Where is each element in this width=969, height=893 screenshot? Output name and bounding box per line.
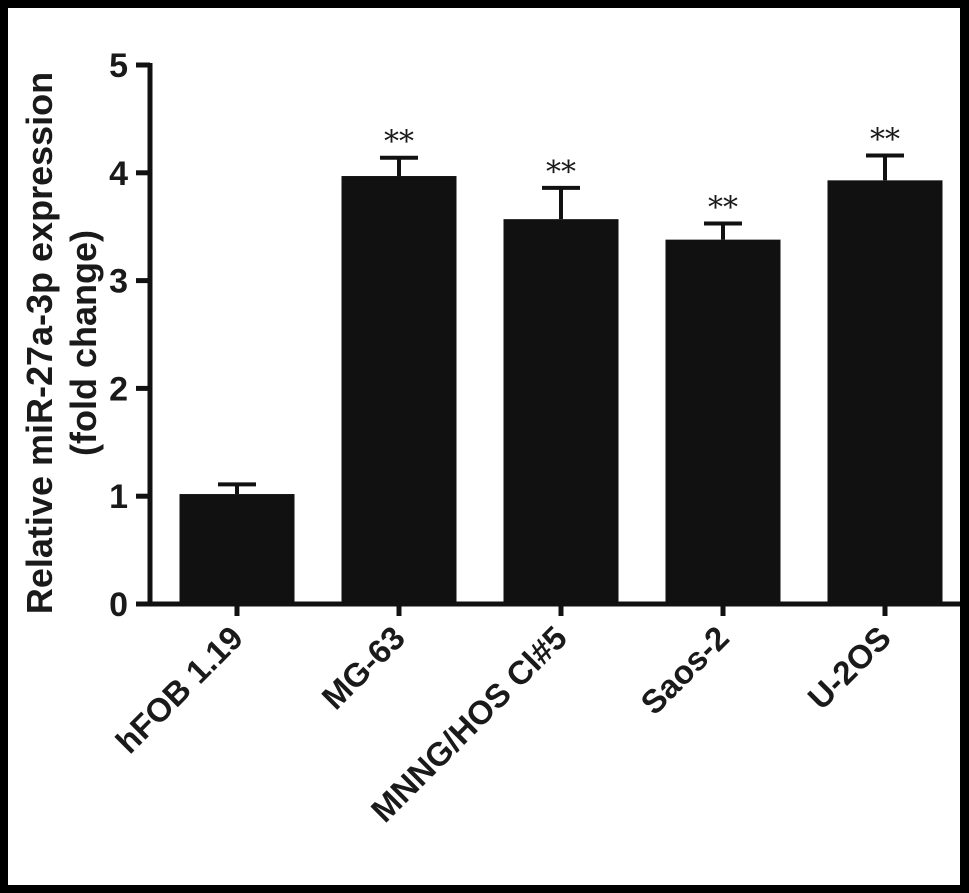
y-tick-label: 5 (109, 47, 128, 85)
x-tick-label: U-2OS (800, 619, 897, 716)
y-tick-label: 0 (109, 586, 128, 624)
x-tick-label: MG-63 (314, 619, 411, 716)
bar (827, 180, 943, 604)
chart-panel: Relative miR-27a-3p expression (fold cha… (8, 8, 960, 885)
bar (341, 176, 457, 604)
y-tick-label: 1 (109, 478, 128, 516)
bar (179, 494, 295, 604)
x-tick-label: hFOB 1.19 (108, 619, 250, 761)
y-axis-title-line1: Relative miR-27a-3p expression (19, 72, 60, 614)
y-axis-title: Relative miR-27a-3p expression (fold cha… (19, 72, 104, 614)
y-tick-label: 3 (109, 263, 128, 301)
y-axis-title-line2: (fold change) (63, 230, 104, 456)
bar-chart: Relative miR-27a-3p expression (fold cha… (19, 47, 960, 829)
y-tick-label: 4 (109, 155, 128, 193)
y-tick-label: 2 (109, 370, 128, 408)
significance-marker: ** (870, 123, 900, 158)
significance-marker: ** (708, 190, 738, 225)
significance-marker: ** (546, 155, 576, 190)
bar (665, 239, 781, 605)
bar (503, 219, 619, 605)
significance-marker: ** (384, 125, 414, 160)
x-tick-label: Saos-2 (633, 619, 736, 722)
